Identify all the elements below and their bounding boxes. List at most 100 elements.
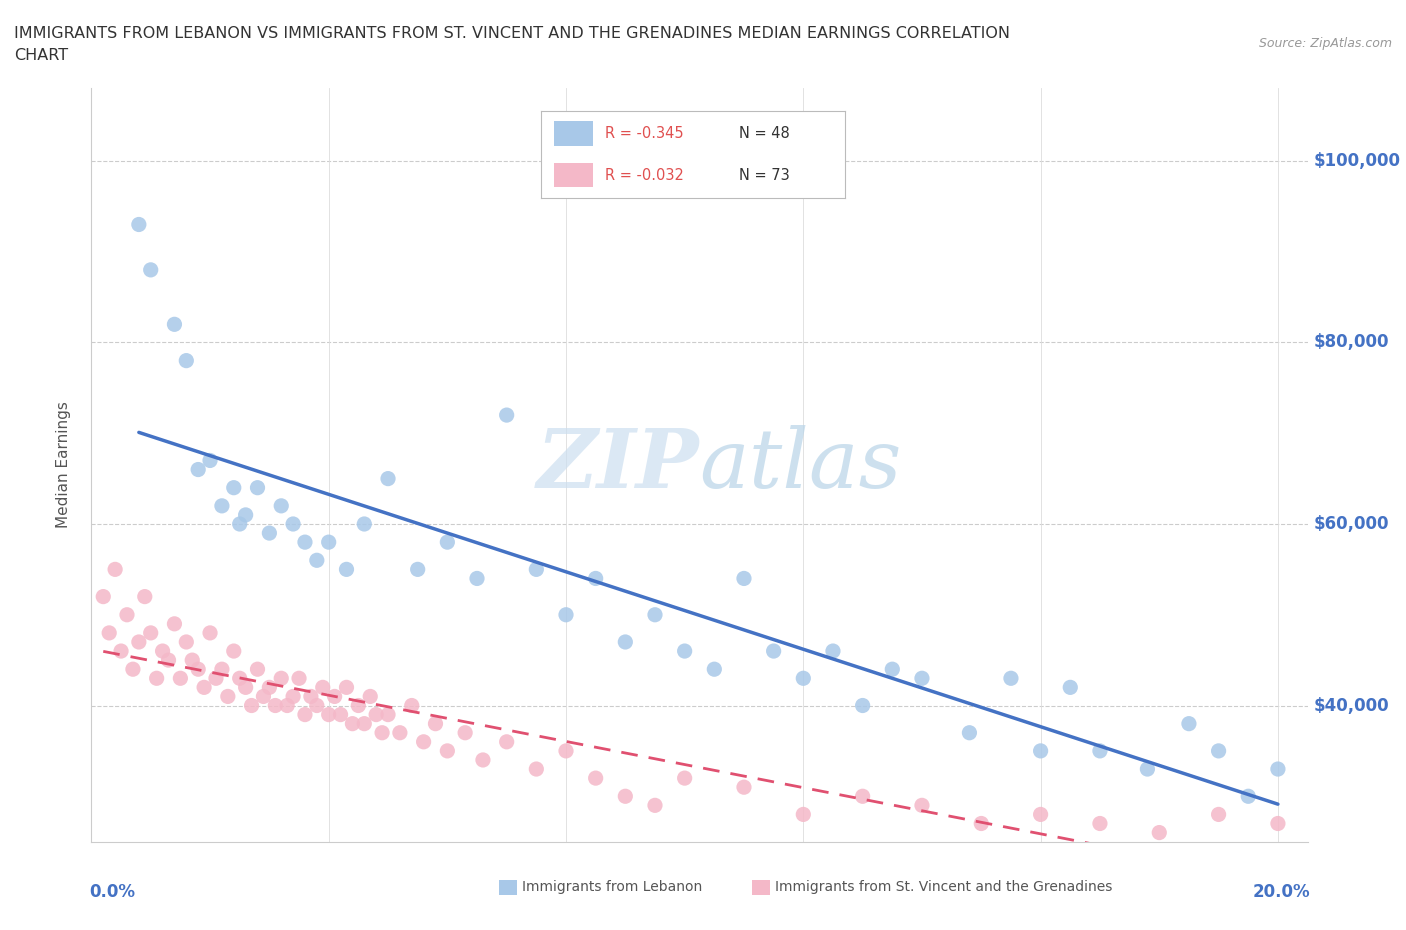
Point bbox=[401, 698, 423, 713]
Point bbox=[181, 653, 204, 668]
Point bbox=[792, 807, 814, 822]
Text: 20.0%: 20.0% bbox=[1253, 884, 1310, 901]
Point bbox=[228, 671, 250, 685]
Point bbox=[524, 762, 547, 777]
Point bbox=[198, 453, 221, 468]
Bar bbox=[554, 121, 593, 146]
Point bbox=[465, 571, 488, 586]
Point bbox=[1149, 825, 1171, 840]
Point bbox=[412, 735, 434, 750]
Point bbox=[585, 771, 607, 786]
Point bbox=[1088, 816, 1111, 830]
Point bbox=[454, 725, 477, 740]
Point bbox=[1267, 762, 1289, 777]
Point bbox=[1000, 671, 1022, 685]
Text: Source: ZipAtlas.com: Source: ZipAtlas.com bbox=[1258, 37, 1392, 50]
Point bbox=[211, 662, 233, 677]
Point bbox=[471, 752, 494, 767]
Point bbox=[555, 607, 578, 622]
Text: N = 73: N = 73 bbox=[740, 167, 790, 182]
Point bbox=[211, 498, 233, 513]
Text: ZIP: ZIP bbox=[537, 425, 699, 505]
Point bbox=[436, 743, 458, 758]
Point bbox=[110, 644, 132, 658]
Point bbox=[703, 662, 725, 677]
Point bbox=[733, 571, 755, 586]
Point bbox=[852, 698, 875, 713]
Text: $40,000: $40,000 bbox=[1313, 697, 1389, 714]
Point bbox=[388, 725, 411, 740]
Point bbox=[377, 707, 399, 722]
Point bbox=[122, 662, 145, 677]
Point bbox=[792, 671, 814, 685]
Bar bbox=[554, 163, 593, 187]
Point bbox=[614, 789, 637, 804]
Point bbox=[139, 626, 162, 641]
Text: 0.0%: 0.0% bbox=[89, 884, 135, 901]
Text: IMMIGRANTS FROM LEBANON VS IMMIGRANTS FROM ST. VINCENT AND THE GRENADINES MEDIAN: IMMIGRANTS FROM LEBANON VS IMMIGRANTS FR… bbox=[14, 26, 1010, 41]
Point bbox=[335, 680, 357, 695]
Point bbox=[217, 689, 239, 704]
Point bbox=[259, 525, 281, 540]
Point bbox=[329, 707, 352, 722]
Point bbox=[585, 571, 607, 586]
Point bbox=[762, 644, 785, 658]
Text: Immigrants from Lebanon: Immigrants from Lebanon bbox=[522, 880, 702, 895]
Point bbox=[246, 480, 269, 495]
Point bbox=[235, 680, 257, 695]
Point bbox=[644, 607, 666, 622]
Point bbox=[259, 680, 281, 695]
Point bbox=[1088, 743, 1111, 758]
Point bbox=[163, 617, 186, 631]
Point bbox=[1178, 716, 1201, 731]
Point bbox=[852, 789, 875, 804]
Point bbox=[264, 698, 287, 713]
Point bbox=[187, 462, 209, 477]
Text: Immigrants from St. Vincent and the Grenadines: Immigrants from St. Vincent and the Gren… bbox=[775, 880, 1112, 895]
Point bbox=[1029, 807, 1052, 822]
Point bbox=[281, 689, 304, 704]
Point bbox=[821, 644, 844, 658]
Point bbox=[235, 508, 257, 523]
Point bbox=[145, 671, 167, 685]
Text: $80,000: $80,000 bbox=[1313, 334, 1389, 352]
Point bbox=[366, 707, 388, 722]
Point bbox=[353, 716, 375, 731]
Point bbox=[406, 562, 429, 577]
Point bbox=[270, 671, 292, 685]
Point bbox=[957, 725, 980, 740]
Text: CHART: CHART bbox=[14, 48, 67, 63]
Point bbox=[281, 516, 304, 531]
Point bbox=[733, 779, 755, 794]
Point bbox=[323, 689, 346, 704]
Point bbox=[911, 798, 934, 813]
Point bbox=[176, 353, 198, 368]
Point bbox=[371, 725, 394, 740]
Point bbox=[1267, 816, 1289, 830]
Point bbox=[252, 689, 274, 704]
Point bbox=[205, 671, 228, 685]
Point bbox=[134, 590, 156, 604]
Point bbox=[425, 716, 447, 731]
Point bbox=[98, 626, 121, 641]
Point bbox=[198, 626, 221, 641]
Point bbox=[347, 698, 370, 713]
Point bbox=[187, 662, 209, 677]
Point bbox=[377, 472, 399, 486]
Point bbox=[335, 562, 357, 577]
Point bbox=[240, 698, 263, 713]
Point bbox=[288, 671, 311, 685]
Point bbox=[673, 771, 696, 786]
Point bbox=[359, 689, 381, 704]
Point bbox=[163, 317, 186, 332]
Point bbox=[1208, 743, 1230, 758]
Point bbox=[305, 552, 328, 567]
Point bbox=[294, 535, 316, 550]
Point bbox=[169, 671, 191, 685]
Point bbox=[1059, 680, 1081, 695]
Point bbox=[128, 217, 150, 232]
Point bbox=[353, 516, 375, 531]
Point bbox=[970, 816, 993, 830]
Point bbox=[882, 662, 904, 677]
Point bbox=[1136, 762, 1159, 777]
